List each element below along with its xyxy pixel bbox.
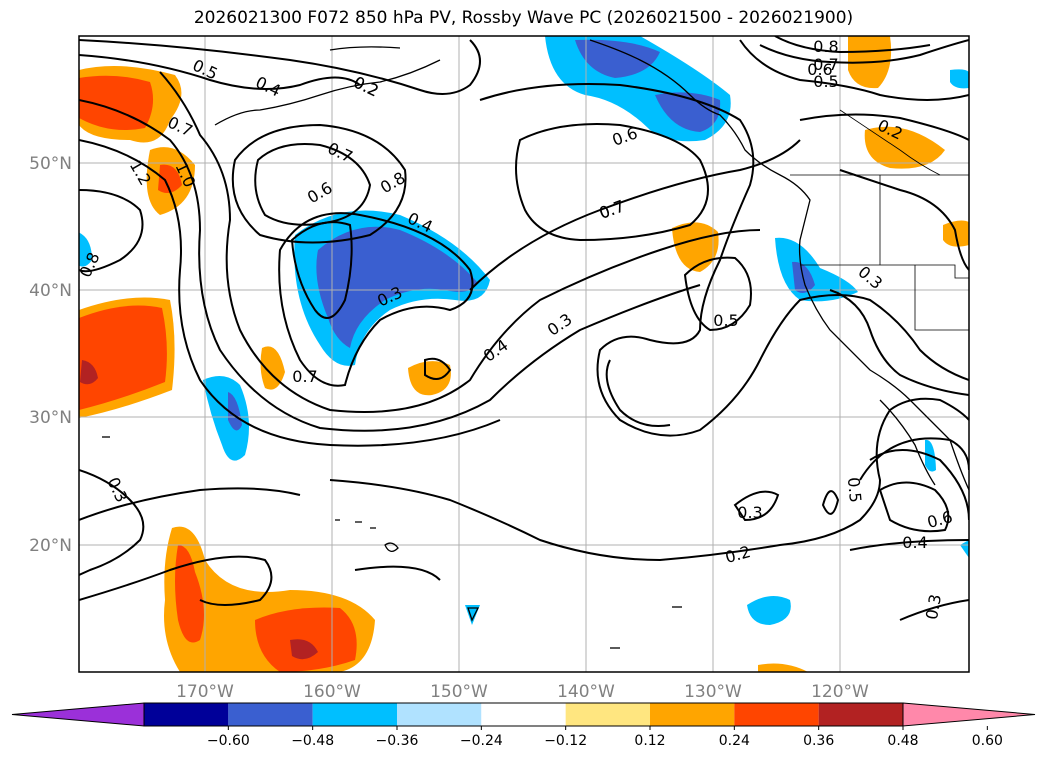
contour-label: 0.2 — [723, 542, 753, 567]
contour-label: 0.3 — [922, 593, 945, 621]
colorbar-tick-label: −0.36 — [376, 733, 419, 749]
colorbar-tick-label: −0.48 — [291, 733, 334, 749]
pv-shading — [79, 36, 969, 672]
colorbar-bin — [312, 703, 397, 726]
lon-label: 140°W — [557, 682, 615, 702]
colorbar-extend-low — [11, 702, 145, 727]
colorbar-tick-label: 0.36 — [803, 733, 834, 749]
colorbar-tick-label: −0.12 — [544, 733, 587, 749]
contour-labels: 0.50.4 0.20.71.2 1.00.80.70.6 0.80.40.30.60… — [76, 37, 955, 621]
shade-positive — [79, 75, 154, 131]
shade-positive — [758, 663, 808, 672]
shade-positive — [158, 164, 182, 194]
contour-label: 0.7 — [813, 55, 838, 74]
colorbar-bin — [144, 703, 229, 726]
shade-negative — [228, 392, 242, 431]
shade-negative — [960, 540, 969, 558]
contour-label: 0.5 — [813, 72, 838, 91]
colorbar-bin — [565, 703, 650, 726]
shade-negative — [203, 376, 249, 461]
latitude-labels: 50°N 40°N 30°N 20°N — [29, 154, 72, 556]
colorbar-tick-label: −0.24 — [460, 733, 503, 749]
lon-label: 120°W — [811, 682, 869, 702]
gridlines — [79, 36, 969, 672]
shade-negative — [775, 237, 858, 302]
colorbar-tick-label: 0.12 — [634, 733, 665, 749]
contour-label: 0.5 — [844, 476, 865, 503]
lon-label: 130°W — [684, 682, 742, 702]
contour-label: 0.7 — [292, 367, 317, 386]
contour-label: 0.3 — [103, 474, 131, 505]
coastlines — [102, 39, 969, 649]
shade-positive — [80, 360, 98, 385]
shade-positive — [175, 545, 204, 643]
colorbar-tick-label: 0.60 — [972, 733, 1003, 749]
contour-label: 0.7 — [325, 139, 356, 167]
colorbar-bin — [228, 703, 313, 726]
colorbar-tick-label: −0.60 — [207, 733, 250, 749]
contour-label: 0.8 — [813, 37, 838, 56]
lat-label: 50°N — [29, 154, 72, 174]
colorbar-bin — [397, 703, 482, 726]
shade-negative — [747, 596, 791, 625]
colorbar-bin — [481, 703, 566, 726]
colorbar-bin — [734, 703, 819, 726]
shade-positive — [260, 346, 285, 390]
contour-label: 0.6 — [304, 178, 336, 207]
shade-positive — [79, 305, 167, 410]
shade-positive — [864, 126, 945, 169]
contour-label: 0.7 — [597, 196, 627, 223]
shade-negative — [79, 232, 92, 267]
contour-label: 0.4 — [253, 73, 284, 101]
map-frame — [78, 35, 970, 673]
colorbar-bin — [818, 703, 903, 726]
map-title: 2026021300 F072 850 hPa PV, Rossby Wave … — [193, 8, 854, 28]
colorbar-tick-label: 0.48 — [887, 733, 918, 749]
contour-label: 0.5 — [713, 311, 738, 330]
lat-label: 20°N — [29, 536, 72, 556]
contour-label: 0.3 — [854, 262, 886, 293]
colorbar-bin — [650, 703, 735, 726]
lat-label: 40°N — [29, 281, 72, 301]
shade-positive — [255, 607, 357, 672]
contour-label: 0.6 — [925, 507, 955, 532]
contour-label: 0.6 — [807, 60, 832, 79]
colorbar-tick-label: 0.24 — [719, 733, 750, 749]
shade-positive — [672, 222, 719, 272]
lat-label: 30°N — [29, 408, 72, 428]
contour-label: 0.4 — [902, 533, 927, 552]
contour-label: 0.4 — [480, 336, 512, 366]
contour-label: 0.5 — [190, 56, 221, 84]
pv-contours — [79, 36, 969, 621]
contour-label: 0.3 — [737, 503, 762, 522]
shade-negative — [950, 69, 969, 89]
colorbar-frame — [143, 702, 904, 727]
shade-negative — [316, 226, 478, 348]
colorbar-extend-high — [902, 702, 1036, 727]
lon-label: 170°W — [176, 682, 234, 702]
longitude-labels: 170°W 160°W 150°W 140°W 130°W 120°W — [176, 682, 869, 702]
colorbar: −0.60 −0.48 −0.36 −0.24 −0.12 0.12 0.24 0.36 0.4… — [11, 702, 1036, 749]
lon-label: 160°W — [303, 682, 361, 702]
shade-negative — [575, 39, 660, 78]
lon-label: 150°W — [430, 682, 488, 702]
shade-positive — [290, 639, 318, 660]
